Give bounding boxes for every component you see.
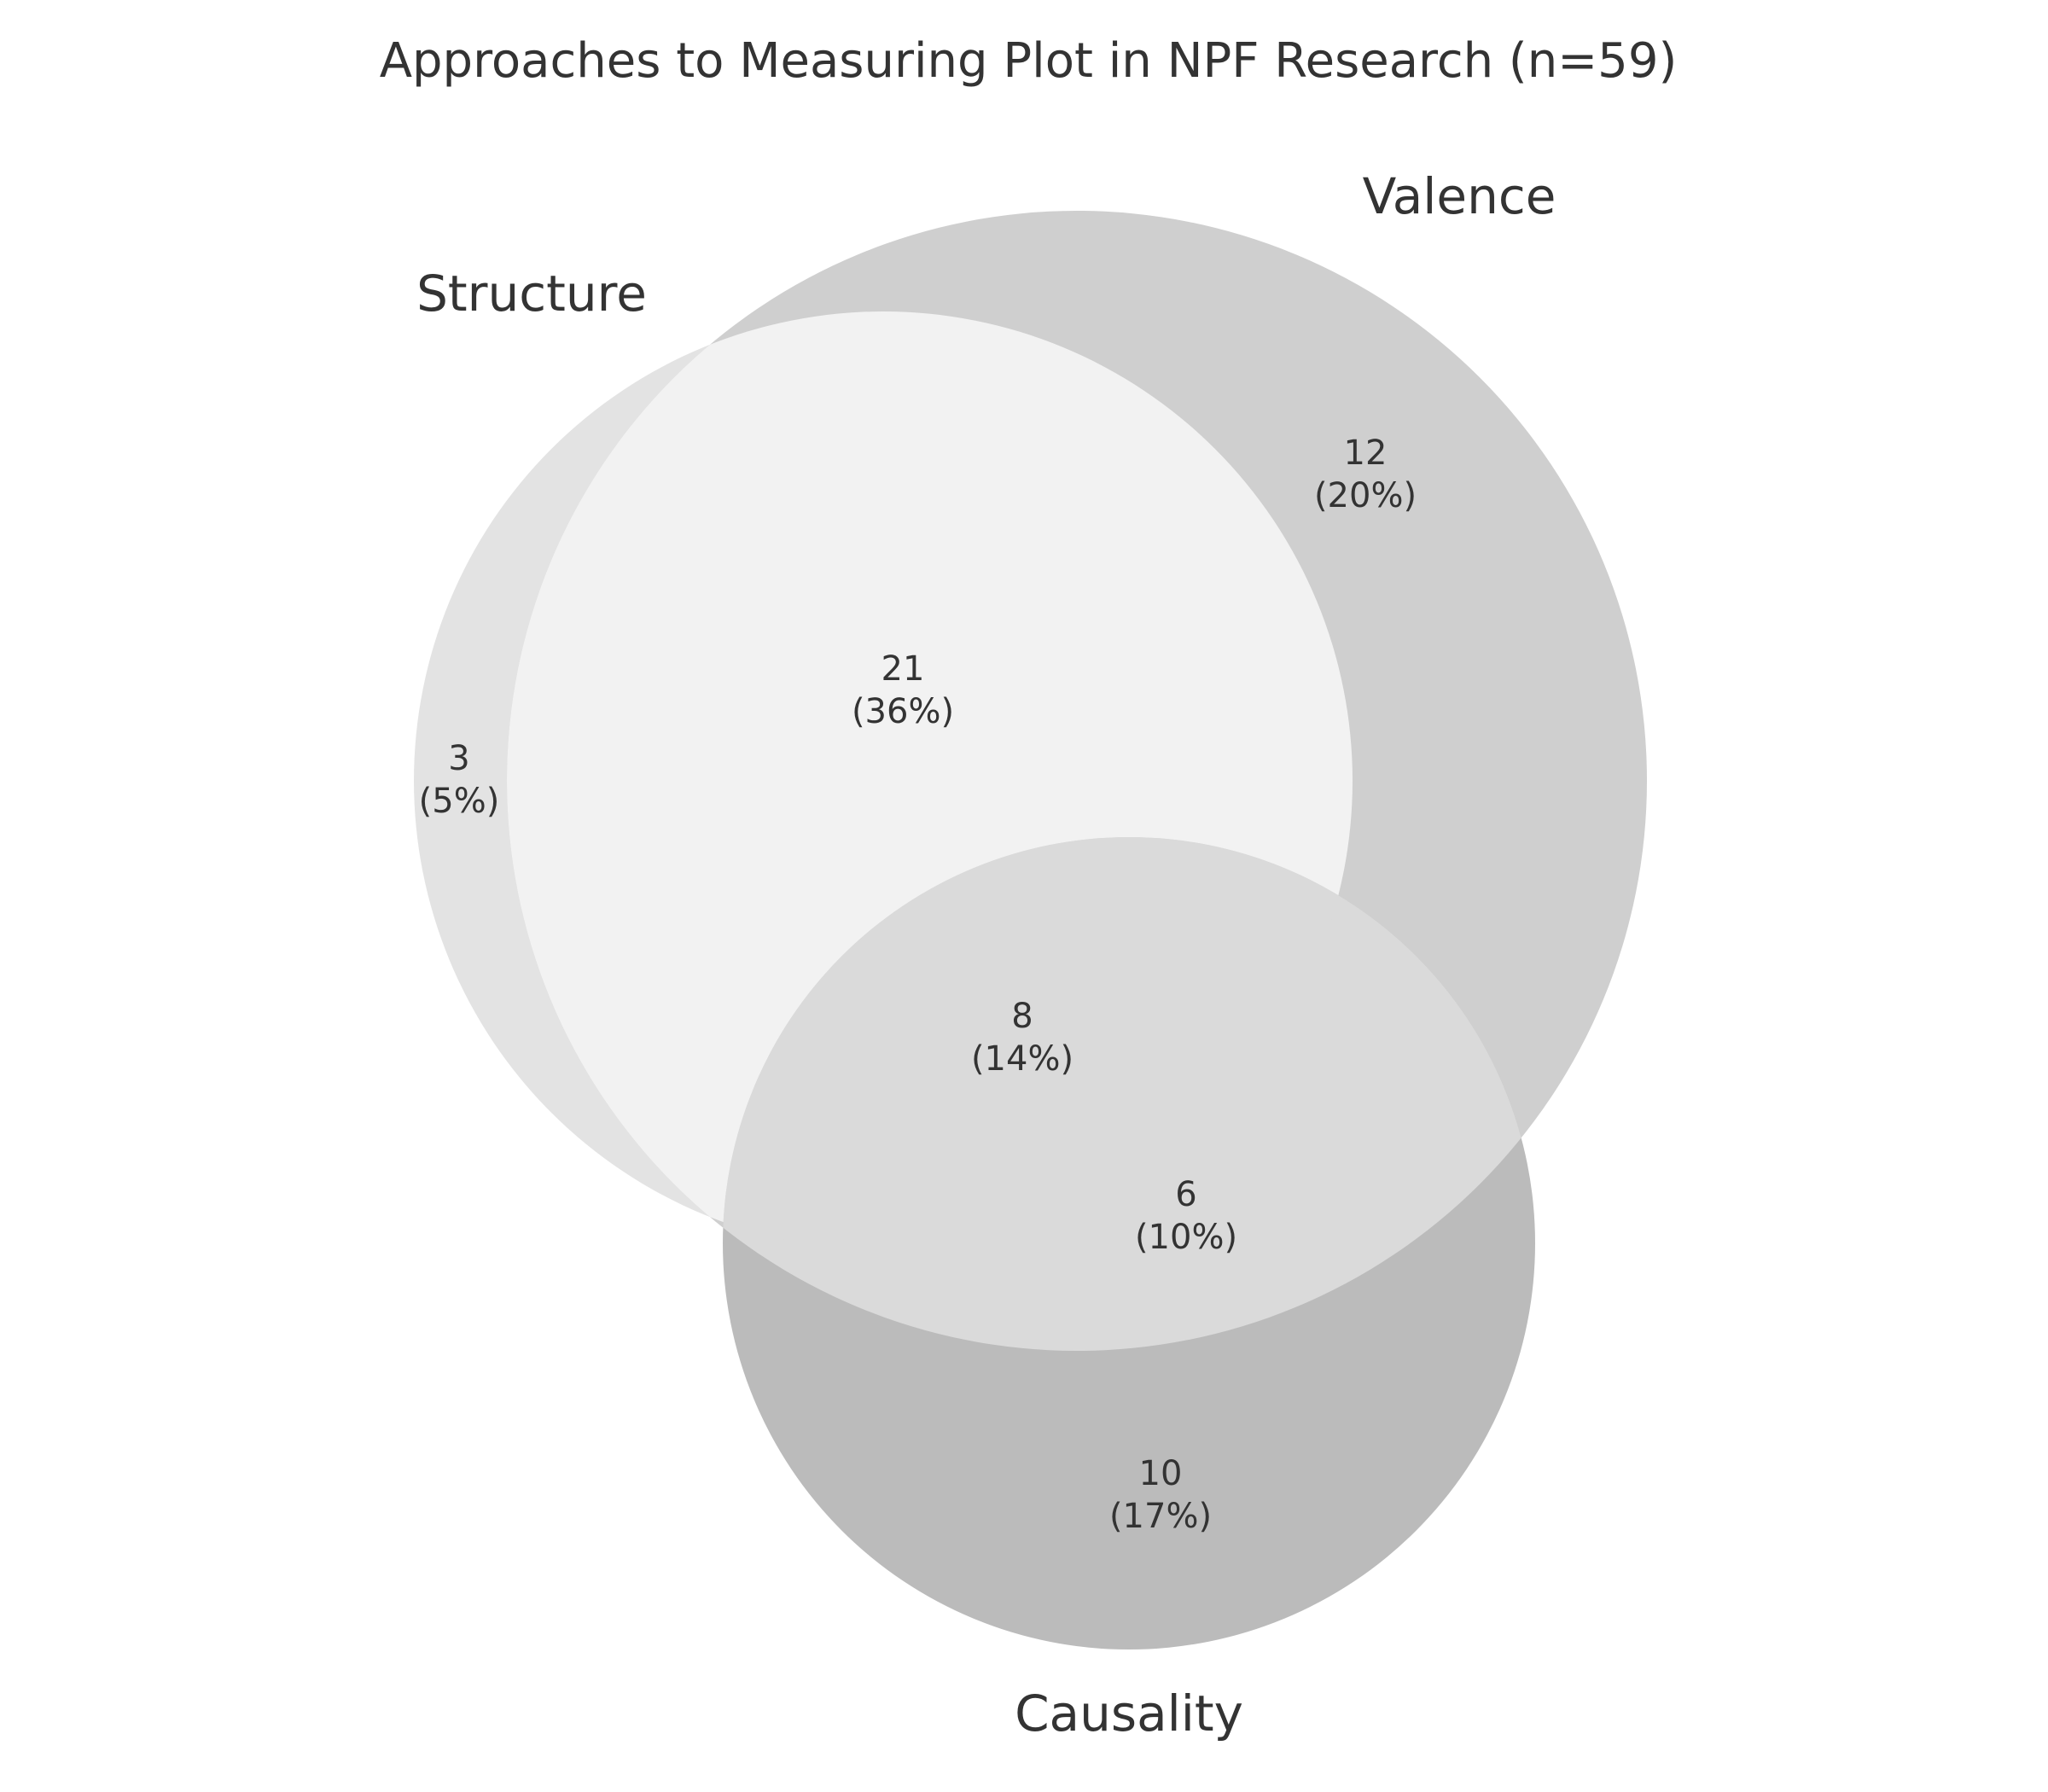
region-percent-structure-only: (5%) — [419, 782, 500, 821]
chart-title: Approaches to Measuring Plot in NPF Rese… — [380, 33, 1678, 89]
region-count-all-three: 8 — [1011, 997, 1033, 1036]
set-label-causality: Causality — [1015, 1684, 1243, 1743]
set-label-structure: Structure — [416, 265, 647, 323]
region-count-valence-causality: 6 — [1175, 1175, 1196, 1214]
region-count-structure-only: 3 — [448, 739, 469, 778]
region-percent-valence-causality: (10%) — [1135, 1218, 1237, 1257]
region-count-structure-valence: 21 — [881, 649, 925, 689]
region-percent-causality-only: (17%) — [1109, 1497, 1212, 1536]
region-percent-structure-valence: (36%) — [852, 692, 954, 731]
region-count-causality-only: 10 — [1139, 1454, 1183, 1493]
region-count-valence-only: 12 — [1344, 433, 1388, 473]
set-label-valence: Valence — [1363, 167, 1556, 225]
region-percent-valence-only: (20%) — [1314, 476, 1417, 515]
region-percent-all-three: (14%) — [971, 1039, 1073, 1079]
